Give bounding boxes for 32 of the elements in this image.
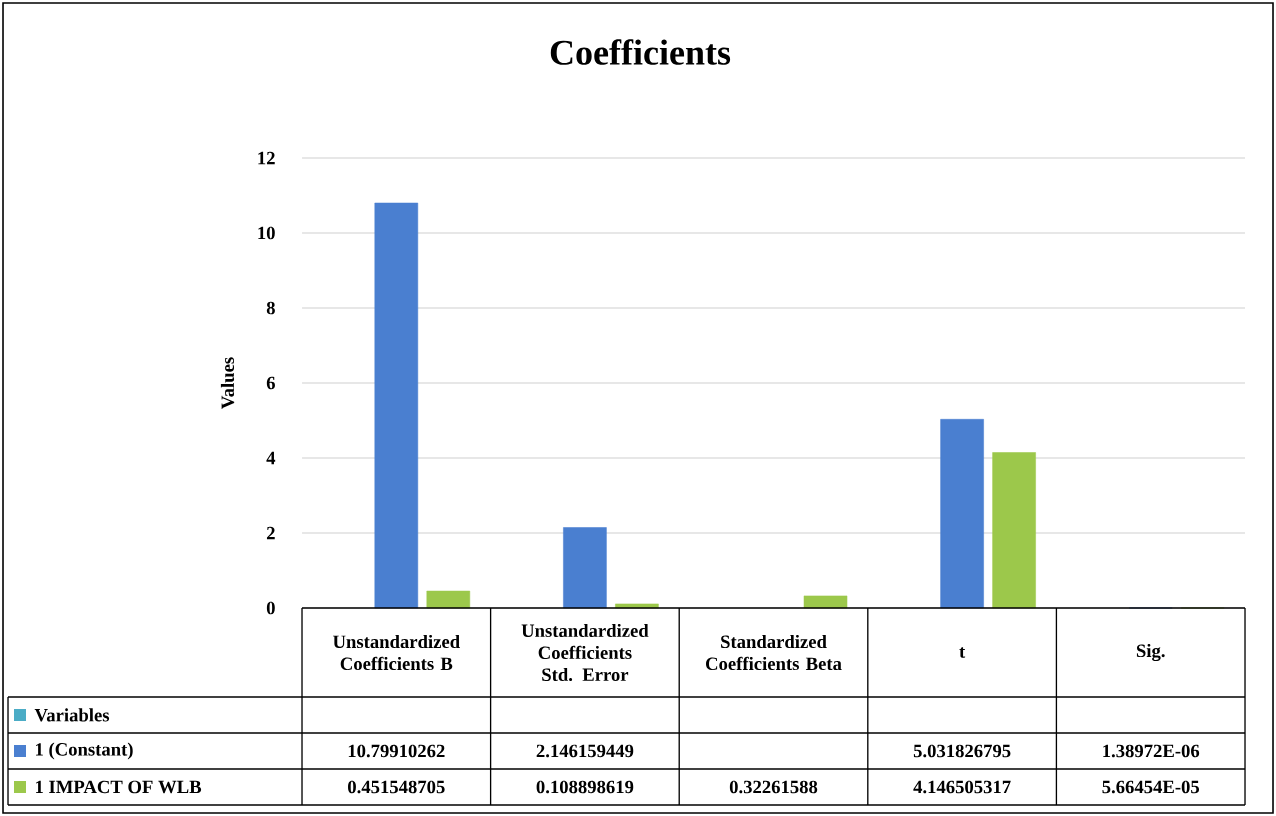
- y-tick-label: 4: [266, 451, 276, 465]
- y-tick-label: 10: [258, 226, 275, 240]
- x-tick-label: Unstandardized Coefficients B: [332, 634, 460, 671]
- chart-title: Coefficients: [550, 39, 731, 65]
- data-label: 2.146159449: [536, 744, 634, 758]
- legend-label: Variables: [34, 708, 110, 722]
- x-tick-label: Standardized Coefficients Beta: [706, 634, 842, 671]
- legend-label: 1 IMPACT OF WLB: [36, 780, 202, 794]
- y-tick-label: 2: [266, 526, 275, 540]
- x-tick-label: Unstandardized Coefficients Std. Error: [521, 623, 649, 682]
- x-tick-label: t: [959, 647, 966, 658]
- y-axis-title: Values: [220, 357, 235, 409]
- data-label: 4.146505317: [913, 780, 1011, 794]
- bar: [992, 452, 1036, 609]
- legend-label: 1 (Constant): [36, 742, 133, 760]
- data-label: 0.108898619: [536, 780, 634, 794]
- data-label: 5.031826795: [913, 744, 1011, 758]
- y-tick-label: 0: [266, 601, 275, 615]
- bar: [374, 202, 419, 609]
- y-tick-label: 6: [266, 376, 275, 390]
- bar: [940, 419, 984, 609]
- data-label: 10.79910262: [348, 744, 445, 758]
- data-label: 0.451548705: [348, 780, 445, 794]
- bar: [803, 595, 848, 609]
- data-label: 5.66454E-05: [1102, 780, 1200, 794]
- bar: [426, 590, 471, 609]
- y-tick-label: 12: [258, 151, 275, 165]
- x-tick-label: Sig.: [1136, 643, 1165, 662]
- data-label: 0.32261588: [729, 780, 818, 794]
- y-tick-label: 8: [266, 301, 275, 315]
- data-label: 1.38972E-06: [1103, 744, 1200, 758]
- bar: [563, 527, 607, 609]
